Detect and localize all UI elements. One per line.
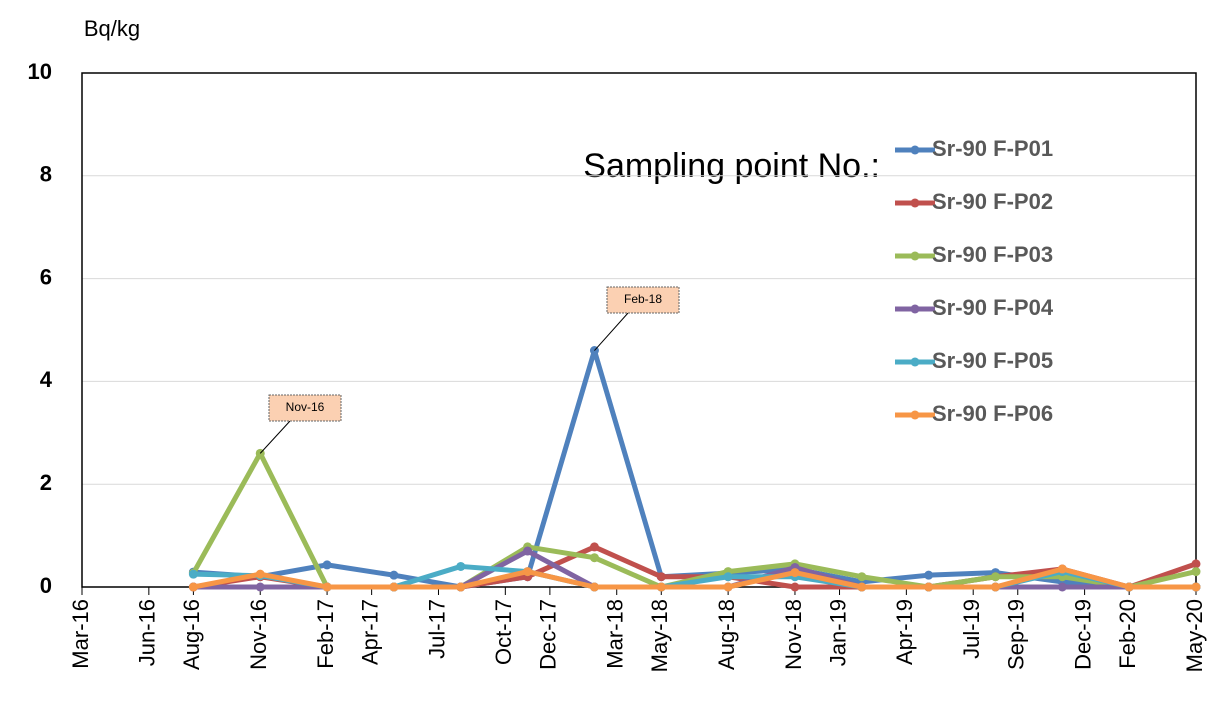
y-tick-label: 6 xyxy=(40,264,52,289)
callout-box xyxy=(268,394,342,422)
series-point xyxy=(589,553,599,563)
x-tick-label: Dec-19 xyxy=(1070,599,1095,670)
legend-marker xyxy=(910,198,920,208)
series-point xyxy=(322,560,332,570)
series-point xyxy=(723,582,733,592)
y-tick-label: 0 xyxy=(40,573,52,598)
series-point xyxy=(322,582,332,592)
series-point xyxy=(456,561,466,571)
x-tick-label: Mar-18 xyxy=(603,599,628,669)
legend-label: Sr-90 F-P06 xyxy=(932,401,1053,426)
series-point xyxy=(723,572,733,582)
y-tick-label: 8 xyxy=(40,162,52,187)
series-point xyxy=(589,542,599,552)
legend-label: Sr-90 F-P05 xyxy=(932,348,1053,373)
x-tick-label: Jul-19 xyxy=(959,599,984,659)
legend-label: Sr-90 F-P03 xyxy=(932,242,1053,267)
legend-label: Sr-90 F-P02 xyxy=(932,189,1053,214)
x-tick-label: Jan-19 xyxy=(825,599,850,666)
x-tick-label: Oct-17 xyxy=(491,599,516,665)
legend-title: Sampling point No.: xyxy=(583,147,880,185)
legend-marker xyxy=(910,304,920,314)
y-tick-label: 10 xyxy=(28,59,52,84)
legend-marker xyxy=(910,357,920,367)
series-point xyxy=(990,582,1000,592)
series-point xyxy=(790,582,800,592)
x-tick-label: Apr-17 xyxy=(357,599,382,665)
x-tick-label: Mar-16 xyxy=(68,599,93,669)
series-point xyxy=(790,568,800,578)
legend-marker xyxy=(910,251,920,261)
x-tick-label: Jul-17 xyxy=(424,599,449,659)
x-tick-label: Dec-17 xyxy=(536,599,561,670)
series-point xyxy=(1057,582,1067,592)
series-point xyxy=(589,582,599,592)
y-tick-label: 2 xyxy=(40,470,52,495)
series-point xyxy=(1057,564,1067,574)
series-line xyxy=(192,566,1196,590)
x-tick-label: Aug-16 xyxy=(179,599,204,670)
y-axis-label: Bq/kg xyxy=(84,16,140,41)
series-point xyxy=(389,570,399,580)
y-tick-label: 4 xyxy=(40,367,53,392)
x-tick-label: Nov-16 xyxy=(246,599,271,670)
x-tick-label: Aug-18 xyxy=(714,599,739,670)
callout-leader xyxy=(594,312,629,351)
legend-marker xyxy=(910,145,920,155)
callout-label: Nov-16 xyxy=(286,400,325,414)
x-tick-label: Nov-18 xyxy=(781,599,806,670)
series-point xyxy=(1124,582,1134,592)
legend-marker xyxy=(910,410,920,420)
series-point xyxy=(1191,559,1201,569)
series-point xyxy=(857,582,867,592)
series-point xyxy=(456,582,466,592)
series-point xyxy=(924,570,934,580)
series-point xyxy=(656,572,666,582)
callout-leader xyxy=(259,420,291,454)
series-point xyxy=(924,582,934,592)
x-tick-label: May-20 xyxy=(1182,599,1207,672)
x-tick-label: Feb-20 xyxy=(1115,599,1140,669)
series-point xyxy=(523,546,533,556)
x-tick-label: Jun-16 xyxy=(135,599,160,666)
series-point xyxy=(656,582,666,592)
series-point xyxy=(990,572,1000,582)
callout-label: Feb-18 xyxy=(624,292,662,306)
series-point xyxy=(255,569,265,579)
series-point xyxy=(1191,567,1201,577)
legend-label: Sr-90 F-P04 xyxy=(932,295,1054,320)
series-point xyxy=(255,582,265,592)
callout-box xyxy=(606,286,680,314)
series-point xyxy=(1191,582,1201,592)
x-tick-label: Apr-19 xyxy=(892,599,917,665)
series-point xyxy=(523,567,533,577)
series-point xyxy=(389,582,399,592)
series-point xyxy=(188,582,198,592)
x-tick-label: Feb-17 xyxy=(313,599,338,669)
legend-label: Sr-90 F-P01 xyxy=(932,136,1053,161)
series-point xyxy=(857,572,867,582)
x-tick-label: Sep-19 xyxy=(1004,599,1029,670)
series-point xyxy=(188,569,198,579)
x-tick-label: May-18 xyxy=(647,599,672,672)
